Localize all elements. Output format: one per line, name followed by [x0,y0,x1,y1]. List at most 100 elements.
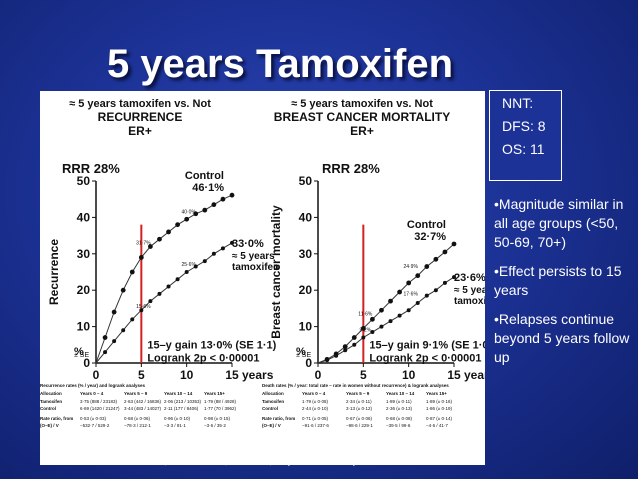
data-point [406,280,412,286]
data-point [184,216,190,222]
table-header-cell: Years 15+ [426,391,447,396]
table-cell: Control [262,406,278,411]
table-cell: −3·3 / 91·1 [164,423,186,428]
data-point [334,353,339,358]
data-point [220,196,226,202]
chart-title-line: ≈ 5 years tamoxifen vs. Not [69,98,211,110]
y-tick-label: 40 [299,210,313,224]
data-point [211,251,216,256]
series-end-value: 23·6% [454,272,485,284]
data-point [148,299,153,304]
slide-title: 5 years Tamoxifen [106,42,454,86]
table-cell: Rate ratio, from [40,416,73,421]
data-point [157,236,162,242]
data-point [193,264,198,269]
series-line [95,242,233,364]
source-citation: EBCTCG. Lancet 1998; Lancet 2005;365:168… [62,456,463,467]
data-point [111,309,117,315]
data-point [157,291,162,296]
table-cell: 1·89 (± 0·11) [386,399,412,404]
data-point [360,326,366,331]
table-header-cell: Years 15+ [204,391,225,396]
figure-panel: ≈ 5 years tamoxifen vs. Not RECURRENCE ER+… [40,91,485,465]
table-cell: −39·5 / 99·6 [386,423,411,428]
data-point [120,287,126,293]
table-cell: 1·79 (88 / 4928) [204,399,237,404]
table-header-cell: Allocation [262,391,284,396]
data-point [112,339,117,344]
series-end-value: 32·7% [414,231,446,243]
x-tick-label: 15 [225,368,239,382]
table-cell: 1·89 (± 0·16) [426,399,452,404]
rrr-label: RRR 28% [322,161,380,176]
series-name-label: Control [407,219,446,231]
table-header-cell: Years 5 – 9 [124,391,148,396]
data-point [148,244,153,249]
series-name-label: ≈ 5 years [454,285,485,296]
data-point [130,317,135,322]
y-tick-label: 30 [77,247,91,261]
point-value-label: 25·6% [181,262,196,268]
x-tick-label: 0 [315,368,322,382]
x-tick-label: 10 [402,368,416,382]
table-cell: 2·36 (± 0·13) [386,406,412,411]
series-name-label-2: tamoxifen [454,296,485,307]
rrr-label: RRR 28% [62,161,120,176]
data-point [442,249,448,255]
data-point [175,277,180,282]
gain-label: 15–y gain 13·0% (SE 1·1) [147,339,276,351]
table-cell: 0·67 (± 0·06) [346,416,372,421]
table-header-cell: Years 10 – 14 [164,391,193,396]
y-unit-label: % [74,346,84,358]
table-cell: 0·87 (± 0·14) [426,416,452,421]
nnt-dfs: DFS: 8 [502,118,546,134]
table-cell: 0·71 (± 0·05) [302,416,328,421]
y-tick-label: 30 [299,247,313,261]
table-caption: Recurrence rates (% / year) and logrank … [40,383,146,388]
nnt-heading: NNT: [502,95,534,111]
y-axis-label: Recurrence [47,239,61,305]
table-cell: 0·53 (± 0·03) [80,416,106,421]
bullet-list: •Magnitude similar in all age groups (<5… [494,195,634,377]
data-point [175,222,181,228]
table-header-cell: Years 5 – 9 [346,391,370,396]
bullet-magnitude: •Magnitude similar in all age groups (<5… [494,196,624,250]
logrank-label: Logrank 2p < 0·00001 [369,352,481,364]
series-end-value: 46·1% [192,182,224,194]
data-point [388,319,393,324]
table-cell: (O–E) / V [40,423,59,428]
table-cell: Rate ratio, from [262,416,295,421]
bullet-persists: •Effect persists to 15 years [494,263,622,298]
series-name-label: Control [185,170,224,182]
data-point [451,241,457,247]
data-point [230,240,234,245]
data-point [229,192,235,198]
data-point [220,246,225,251]
table-cell: 3·13 (± 0·12) [346,406,372,411]
table-cell: 1·79 (± 0·08) [302,399,328,404]
y-tick-label: 50 [299,174,313,188]
y-tick-label: 20 [299,283,313,297]
x-tick-label: 5 [138,368,145,382]
chart-title-line: ER+ [350,124,374,138]
series-name-label-2: tamoxifen [232,262,279,273]
data-point [433,288,438,293]
data-point [202,207,208,213]
x-axis-label: years [242,368,274,382]
table-cell: 0·68 (± 0·08) [386,416,412,421]
nnt-box: NNT: DFS: 8 OS: 11 [489,90,562,181]
table-cell: −532·7 / 529·2 [80,423,110,428]
y-tick-label: 40 [77,210,91,224]
x-tick-label: 15 [447,368,461,382]
table-cell: −98·6 / 229·1 [346,423,373,428]
point-value-label: 31·7% [136,240,151,246]
point-value-label: 17·6% [403,291,418,297]
chart-recurrence: ≈ 5 years tamoxifen vs. NotRECURRENCEER+… [40,98,279,428]
data-point [370,330,375,335]
series-line [95,194,233,364]
chart-title-line: RECURRENCE [98,110,183,124]
table-cell: 3·44 (483 / 14027) [124,406,162,411]
